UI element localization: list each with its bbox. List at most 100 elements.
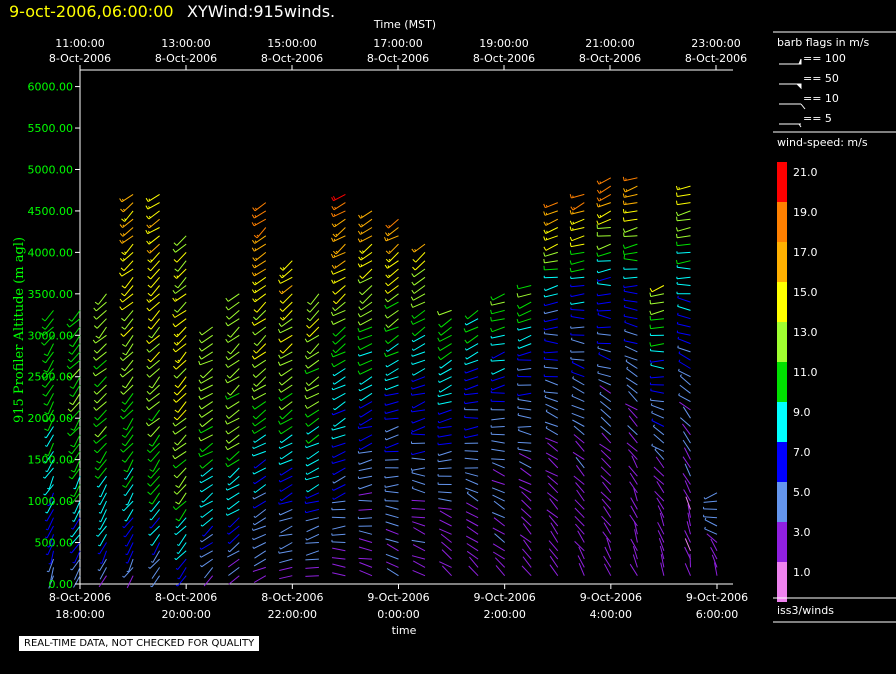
wind-barb-staff [411,539,426,543]
wind-barb-staff [149,368,160,378]
wind-barb-flag [227,351,231,355]
wind-barb-staff [491,417,505,421]
wind-barb-staff [254,359,267,369]
wind-barb-half-flag [46,570,49,573]
wind-barb-flag [224,420,228,425]
wind-barb-staff [387,276,399,287]
wind-barb-staff [711,554,718,568]
wind-barb-half-flag [123,208,126,211]
wind-barb-flag [146,240,150,245]
wind-barb-flag [42,393,47,397]
wind-barb-staff [359,434,373,442]
wind-barb-flag [145,397,150,402]
plot-area [40,69,733,589]
wind-barb-staff [334,301,346,312]
wind-barb-staff [200,376,213,384]
wind-barb-flag [569,226,572,231]
wind-barb-staff [201,326,213,336]
wind-barb-staff [47,542,54,556]
wind-barb-staff [439,368,452,376]
wind-barb-staff [123,500,134,512]
wind-barb-staff [385,528,399,535]
wind-barb-staff [254,459,267,469]
wind-barb-staff [122,351,134,361]
wind-barb-staff [69,318,81,328]
wind-barb-staff [544,333,558,336]
wind-barb-flag [251,395,255,400]
wind-barb-flag [410,296,414,301]
wind-barb-staff [570,316,585,320]
wind-barb-staff [332,547,346,552]
wind-barb-flag [93,390,98,395]
y-axis-ticks: 0.00500.001000.001500.002000.002500.0030… [28,81,80,591]
wind-barb-staff [148,359,160,370]
wind-barb-half-flag [677,345,679,348]
wind-barb-staff [467,310,479,320]
top-tick-time: 11:00:00 [55,37,104,50]
wind-barb-half-flag [517,353,519,357]
wind-barb-half-flag [281,290,284,293]
wind-barb-staff [307,484,320,493]
wind-barb-staff [253,467,267,475]
x-tick-time: 2:00:00 [483,608,525,621]
wind-barb-half-flag [388,250,391,253]
wind-barb-half-flag [149,299,152,302]
wind-barb-flag [121,251,126,256]
wind-barb-staff [149,442,160,453]
wind-barb-staff [684,463,691,477]
wind-barb-flag [121,293,125,297]
wind-barb-staff [627,407,638,419]
wind-barb-flag [676,200,678,205]
wind-barb-staff [518,452,532,461]
wind-barb-staff [279,475,293,483]
wind-barb-staff [253,575,267,583]
wind-barb-staff [652,426,665,436]
wind-barb-half-flag [331,445,334,448]
wind-barb-half-flag [279,547,282,550]
wind-barb-half-flag [148,566,151,569]
wind-barb-staff [494,557,506,568]
wind-barb-flag [357,370,361,375]
speed-legend-swatch [777,402,787,442]
x-tick-time: 22:00:00 [268,608,317,621]
wind-barb-half-flag [252,522,255,526]
wind-barb-flag [622,200,625,205]
wind-barb-half-flag [331,387,334,390]
bottom-axis-ticks: 8-Oct-200618:00:008-Oct-200620:00:008-Oc… [49,584,748,621]
wind-barb-staff [255,343,267,354]
wind-barb-staff [466,526,479,535]
wind-barb-half-flag [332,481,335,484]
wind-barb-staff [492,543,505,552]
wind-barb-staff [545,243,559,251]
wind-barb-flag [279,274,283,279]
wind-barb-flag [40,332,44,336]
wind-barb-flag [145,215,150,220]
wind-barb-half-flag [572,376,575,379]
wind-barb-staff [438,507,452,510]
wind-barb-staff [466,519,479,527]
wind-barb-staff [597,227,611,229]
wind-barb-half-flag [251,453,254,457]
wind-barb-staff [384,459,399,461]
wind-barb-staff [544,421,558,427]
wind-barb-half-flag [254,222,257,226]
wind-barb-staff [517,426,532,428]
y-tick-label: 5500.00 [28,122,74,135]
wind-barb-half-flag [464,378,466,382]
wind-barb-staff [282,260,293,271]
wind-barb-half-flag [332,497,335,500]
wind-barb-half-flag [148,533,151,536]
wind-barb-half-flag [335,250,338,253]
wind-barb-flag [122,343,126,347]
wind-barb-staff [651,412,665,419]
wind-barb-staff [412,426,426,433]
wind-barb-staff [359,334,373,341]
wind-barb-staff [689,553,691,568]
wind-barb-staff [307,351,320,360]
wind-barb-staff [227,426,240,435]
wind-barb-flag [121,367,126,372]
wind-barb-staff [254,484,267,494]
wind-barb-staff [517,368,532,371]
wind-barb-staff [413,276,426,286]
wind-barb-half-flag [544,288,546,291]
